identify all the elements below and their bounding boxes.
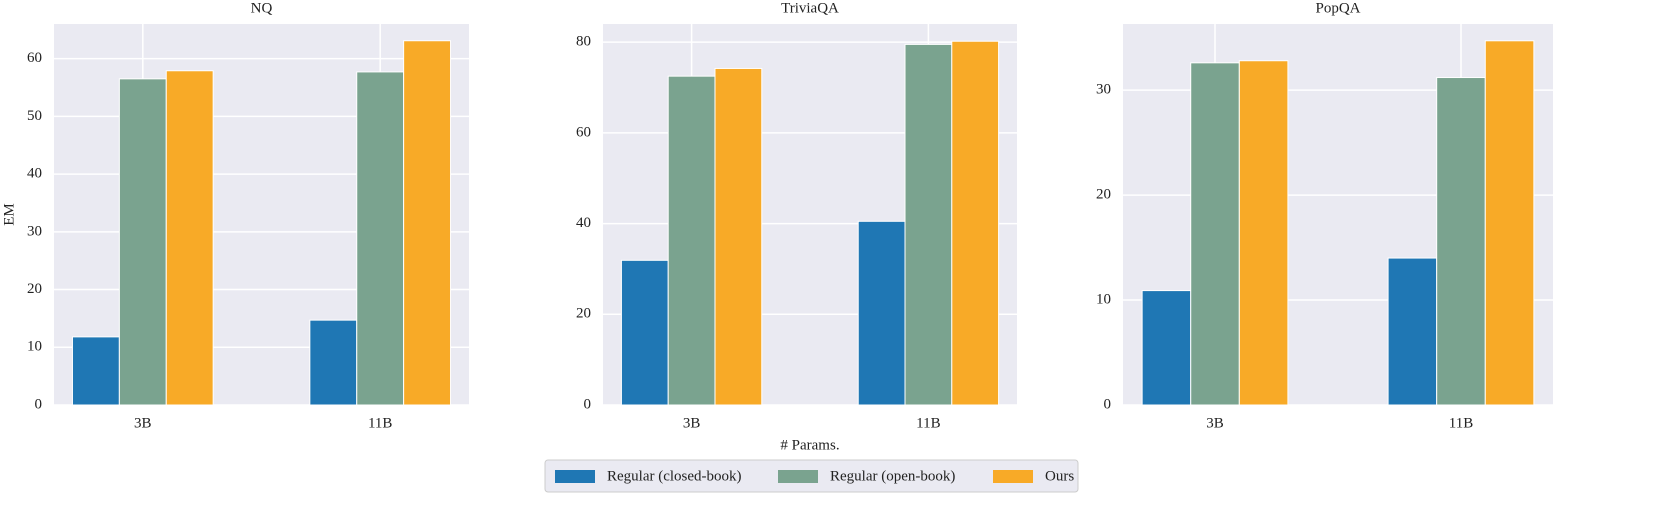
y-tick-label: 80	[576, 34, 591, 50]
x-tick-label: 3B	[683, 415, 701, 431]
y-tick-label: 40	[27, 166, 42, 182]
bar	[620, 259, 669, 406]
legend-swatch	[555, 470, 595, 483]
bar	[1387, 257, 1438, 406]
y-tick-label: 10	[1096, 291, 1111, 307]
chart-title: NQ	[251, 0, 273, 16]
x-tick-label: 3B	[134, 415, 152, 431]
y-tick-label: 60	[576, 124, 591, 140]
y-tick-label: 40	[576, 215, 591, 231]
x-tick-label: 3B	[1206, 415, 1224, 431]
bar	[1141, 290, 1192, 406]
legend-swatch	[778, 470, 818, 483]
bar	[1436, 77, 1486, 406]
chart-title: PopQA	[1315, 0, 1360, 16]
y-tick-label: 30	[27, 223, 42, 239]
bar	[1484, 40, 1535, 406]
legend-label: Regular (open-book)	[830, 468, 955, 484]
y-tick-label: 60	[27, 50, 42, 66]
legend-swatch	[993, 470, 1033, 483]
x-tick-label: 11B	[368, 415, 392, 431]
x-axis-label: # Params.	[780, 437, 839, 453]
bar	[1238, 60, 1289, 406]
y-tick-label: 20	[1096, 187, 1111, 203]
y-tick-label: 10	[27, 339, 42, 355]
y-tick-label: 50	[27, 108, 42, 124]
bar	[403, 40, 452, 406]
y-tick-label: 20	[27, 281, 42, 297]
legend-label: Regular (closed-book)	[607, 468, 742, 484]
bar	[71, 336, 120, 406]
y-tick-label: 0	[35, 396, 43, 412]
bar	[951, 40, 1000, 406]
bar	[356, 71, 405, 406]
y-axis-label: EM	[1, 203, 17, 226]
legend-label: Ours	[1045, 468, 1074, 484]
chart-title: TriviaQA	[781, 0, 839, 16]
y-tick-label: 20	[576, 306, 591, 322]
bar	[165, 70, 214, 406]
bar	[667, 75, 716, 406]
x-tick-label: 11B	[1449, 415, 1473, 431]
bar	[904, 43, 953, 406]
bar	[309, 319, 358, 406]
bar	[118, 78, 167, 406]
y-tick-label: 0	[1104, 396, 1112, 412]
bar	[1190, 62, 1240, 406]
bar	[714, 67, 763, 406]
y-tick-label: 0	[584, 396, 592, 412]
y-tick-label: 30	[1096, 82, 1111, 98]
legend: Regular (closed-book) Regular (open-book)…	[544, 459, 1079, 493]
x-tick-label: 11B	[916, 415, 940, 431]
bar	[857, 220, 906, 406]
